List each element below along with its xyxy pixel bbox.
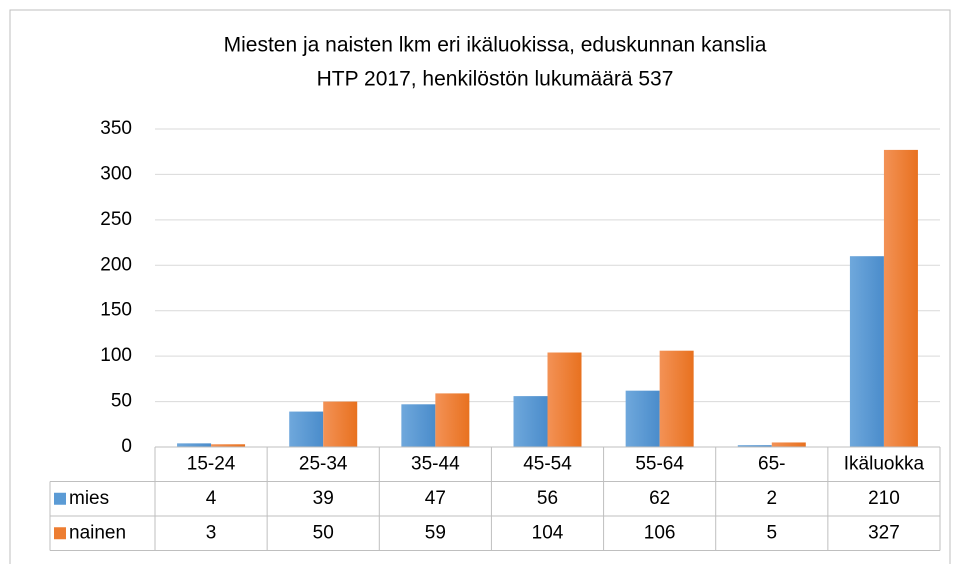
legend-label: nainen xyxy=(69,522,126,543)
y-tick-label: 150 xyxy=(100,300,132,321)
bar xyxy=(435,393,470,447)
table-value: 4 xyxy=(206,488,217,509)
bar xyxy=(401,404,436,447)
bar xyxy=(625,390,660,447)
y-tick-label: 300 xyxy=(100,163,132,184)
table-value: 2 xyxy=(766,488,777,509)
bar xyxy=(883,149,918,447)
chart-title: Miesten ja naisten lkm eri ikäluokissa, … xyxy=(224,34,767,57)
x-tick-label: 25-34 xyxy=(299,453,348,474)
chart-title: HTP 2017, henkilöstön lukumäärä 537 xyxy=(317,68,674,91)
bar xyxy=(737,445,772,447)
x-tick-label: 55-64 xyxy=(635,453,684,474)
bar xyxy=(289,411,324,447)
legend-swatch xyxy=(54,527,66,540)
table-value: 62 xyxy=(649,488,670,509)
y-tick-label: 250 xyxy=(100,209,132,230)
bar xyxy=(513,396,548,447)
table-value: 56 xyxy=(537,488,558,509)
x-tick-label: Ikäluokka xyxy=(844,453,925,474)
table-value: 59 xyxy=(425,522,446,543)
table-value: 210 xyxy=(868,488,900,509)
y-tick-label: 0 xyxy=(121,436,132,457)
bar xyxy=(547,352,582,447)
bar xyxy=(323,401,358,447)
y-tick-label: 200 xyxy=(100,254,132,275)
x-tick-label: 35-44 xyxy=(411,453,460,474)
table-value: 47 xyxy=(425,488,446,509)
table-value: 3 xyxy=(206,522,217,543)
x-tick-label: 15-24 xyxy=(187,453,236,474)
table-value: 106 xyxy=(644,522,676,543)
legend-label: mies xyxy=(69,488,109,509)
x-tick-label: 45-54 xyxy=(523,453,572,474)
bar xyxy=(659,350,694,447)
legend-swatch xyxy=(54,492,66,505)
table-value: 5 xyxy=(766,522,777,543)
chart-border xyxy=(9,9,951,564)
bar xyxy=(177,443,212,447)
x-tick-label: 65- xyxy=(758,453,785,474)
y-tick-label: 100 xyxy=(100,345,132,366)
bar xyxy=(771,442,806,447)
table-value: 327 xyxy=(868,522,900,543)
bar xyxy=(211,444,246,447)
table-value: 104 xyxy=(532,522,564,543)
bar xyxy=(849,256,884,447)
y-tick-label: 350 xyxy=(100,118,132,139)
table-value: 50 xyxy=(313,522,334,543)
table-value: 39 xyxy=(313,488,334,509)
y-tick-label: 50 xyxy=(111,391,132,412)
